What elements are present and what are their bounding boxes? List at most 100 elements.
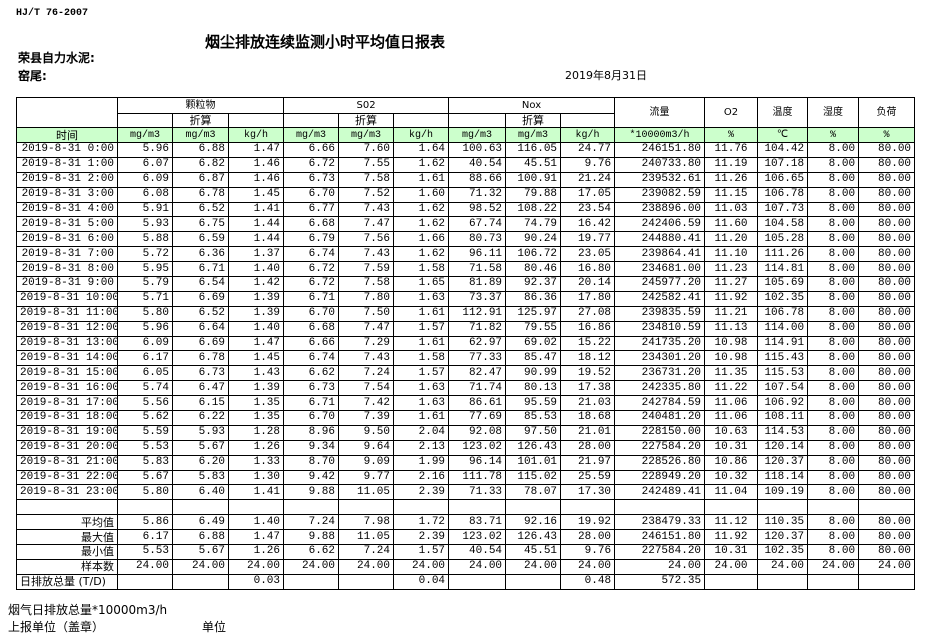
- value-cell: 228150.00: [614, 424, 706, 441]
- table-row: 2019-8-31 17:00 5.56 6.15 1.35 6.71 7.42 1.63 8…: [16, 395, 916, 412]
- time-cell: 2019-8-31 14:00: [16, 350, 118, 367]
- value-cell: 80.00: [858, 365, 916, 382]
- value-cell: 1.44: [227, 231, 285, 248]
- value-cell: 234810.59: [614, 320, 706, 337]
- value-cell: 79.88: [505, 186, 562, 203]
- value-cell: 7.29: [338, 335, 395, 352]
- nox-header: Nox: [448, 97, 616, 114]
- value-cell: 242335.80: [614, 380, 706, 397]
- value-cell: 11.19: [704, 156, 759, 173]
- value-cell: 1.35: [227, 395, 285, 412]
- value-cell: 1.39: [227, 380, 285, 397]
- value-cell: [448, 573, 507, 590]
- value-cell: 108.11: [757, 410, 809, 426]
- blank-header-cell: [16, 97, 118, 128]
- load-header: 负荷: [858, 97, 916, 128]
- value-cell: 9.88: [283, 529, 340, 546]
- blank-cell: [704, 499, 759, 516]
- value-cell: 8.96: [283, 424, 340, 441]
- max-row: 最大值 6.17 6.88 1.47 9.88 11.05 2.39 123.02 126.43…: [16, 529, 916, 546]
- group-header-row: 颗粒物 S02 Nox 流量 O2 温度 湿度 负荷: [16, 97, 916, 128]
- value-cell: 6.71: [172, 261, 229, 278]
- value-cell: 1.37: [227, 246, 285, 263]
- value-cell: 6.52: [172, 305, 229, 322]
- time-cell: 2019-8-31 18:00: [16, 410, 118, 426]
- summary-label: 日排放总量 (T/D): [16, 573, 118, 590]
- value-cell: 80.00: [858, 156, 916, 173]
- blank-cell: [448, 499, 507, 516]
- min-row: 最小值 5.53 5.67 1.26 6.62 7.24 1.57 40.54 45.51 9.7…: [16, 544, 916, 560]
- value-cell: 1.61: [393, 335, 450, 352]
- value-cell: 114.91: [757, 335, 809, 352]
- value-cell: 6.22: [172, 410, 229, 426]
- blank-subheader: [560, 113, 616, 128]
- value-cell: 5.80: [117, 305, 173, 322]
- value-cell: 11.15: [704, 186, 759, 203]
- value-cell: 92.08: [448, 424, 507, 441]
- value-cell: 118.14: [757, 469, 809, 486]
- value-cell: 6.72: [283, 276, 340, 292]
- value-cell: 238479.33: [614, 514, 706, 531]
- unit-header: kg/h: [560, 127, 616, 143]
- value-cell: 21.03: [560, 395, 616, 412]
- value-cell: 8.00: [807, 290, 860, 307]
- value-cell: 5.88: [117, 231, 173, 248]
- unit-header: kg/h: [227, 127, 285, 143]
- value-cell: 8.00: [807, 216, 860, 233]
- value-cell: 11.06: [704, 395, 759, 412]
- value-cell: 11.92: [704, 290, 759, 307]
- time-cell: 2019-8-31 23:00: [16, 484, 118, 501]
- value-cell: 8.00: [807, 469, 860, 486]
- value-cell: 21.97: [560, 454, 616, 471]
- value-cell: 6.70: [283, 305, 340, 322]
- reporting-unit-label: 上报单位（盖章）: [8, 620, 105, 634]
- value-cell: 80.00: [858, 171, 916, 188]
- value-cell: 6.71: [283, 395, 340, 412]
- value-cell: 1.40: [227, 261, 285, 278]
- value-cell: 8.00: [807, 201, 860, 218]
- value-cell: 6.66: [283, 335, 340, 352]
- value-cell: 1.26: [227, 544, 285, 560]
- value-cell: 80.00: [858, 484, 916, 501]
- value-cell: 6.17: [117, 350, 173, 367]
- value-cell: 0.48: [560, 573, 616, 590]
- value-cell: 27.08: [560, 305, 616, 322]
- value-cell: 6.05: [117, 365, 173, 382]
- value-cell: 80.00: [858, 320, 916, 337]
- value-cell: 1.45: [227, 350, 285, 367]
- value-cell: 1.62: [393, 156, 450, 173]
- value-cell: 98.52: [448, 201, 507, 218]
- value-cell: 92.37: [505, 276, 562, 292]
- value-cell: 242784.59: [614, 395, 706, 412]
- value-cell: 6.64: [172, 320, 229, 337]
- value-cell: 8.00: [807, 305, 860, 322]
- value-cell: 1.63: [393, 380, 450, 397]
- value-cell: 5.83: [117, 454, 173, 471]
- value-cell: 114.00: [757, 320, 809, 337]
- value-cell: 40.54: [448, 156, 507, 173]
- value-cell: 5.67: [172, 544, 229, 560]
- value-cell: 9.77: [338, 469, 395, 486]
- value-cell: 1.60: [393, 186, 450, 203]
- value-cell: 7.58: [338, 171, 395, 188]
- value-cell: 6.47: [172, 380, 229, 397]
- value-cell: 11.92: [704, 529, 759, 546]
- flue-gas-total-label: 烟气日排放总量*10000m3/h: [8, 603, 168, 617]
- value-cell: 5.53: [117, 439, 173, 456]
- value-cell: 114.53: [757, 424, 809, 441]
- value-cell: 5.67: [172, 439, 229, 456]
- value-cell: 8.00: [807, 454, 860, 471]
- value-cell: 239835.59: [614, 305, 706, 322]
- value-cell: 239532.61: [614, 171, 706, 188]
- value-cell: 1.62: [393, 246, 450, 263]
- value-cell: 114.81: [757, 261, 809, 278]
- value-cell: 1.99: [393, 454, 450, 471]
- value-cell: 7.60: [338, 142, 395, 158]
- value-cell: 1.39: [227, 290, 285, 307]
- value-cell: 108.22: [505, 201, 562, 218]
- value-cell: 2.04: [393, 424, 450, 441]
- value-cell: 9.76: [560, 156, 616, 173]
- unit-header: mg/m3: [338, 127, 395, 143]
- value-cell: 8.00: [807, 246, 860, 263]
- unit-header: mg/m3: [448, 127, 507, 143]
